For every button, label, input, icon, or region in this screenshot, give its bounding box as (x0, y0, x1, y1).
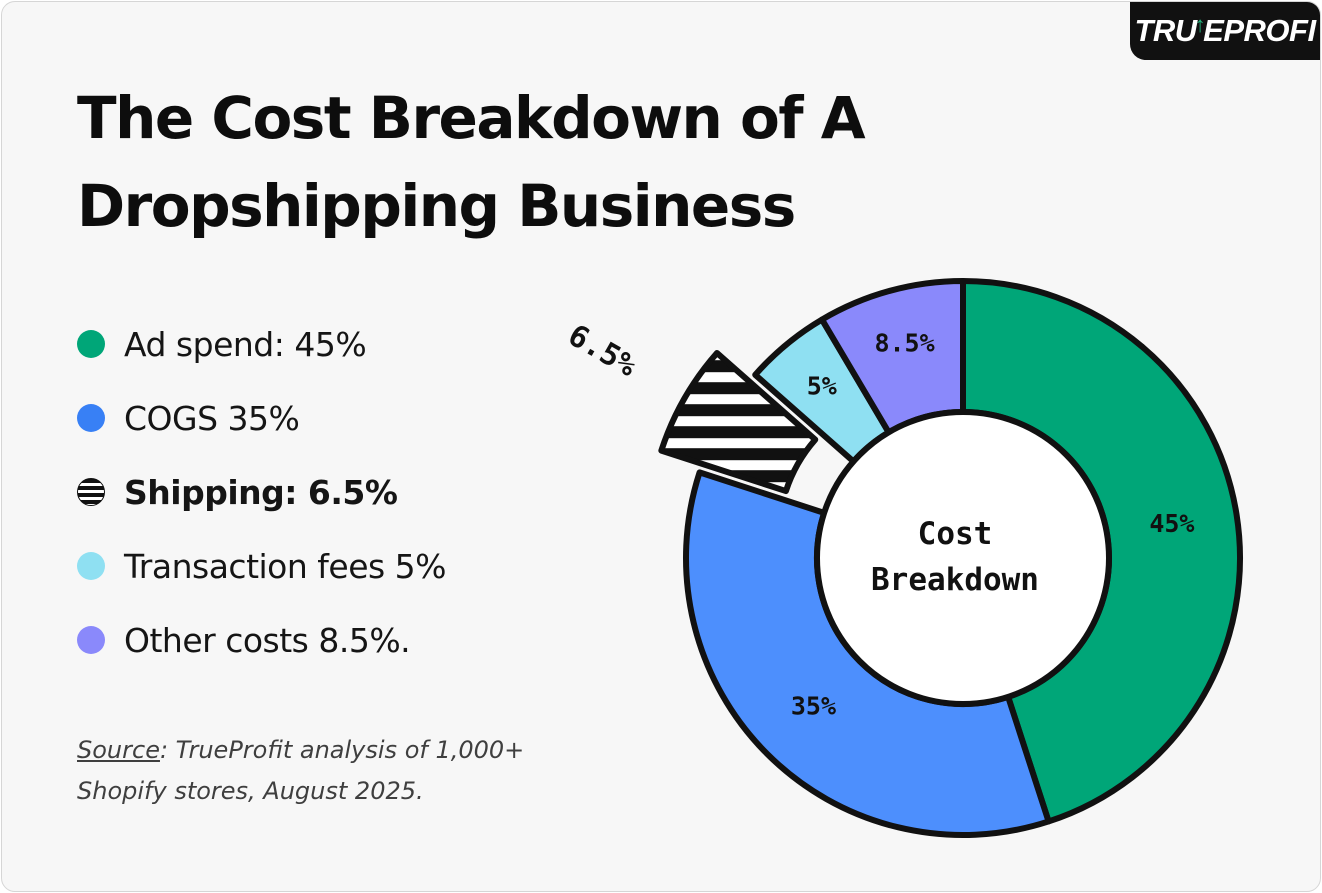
legend-item: Transaction fees 5% (77, 529, 447, 603)
donut-center (814, 409, 1112, 707)
source-text: : TrueProfit analysis of 1,000+ Shopify … (77, 736, 525, 805)
logo-arrow-icon: ↑ (1194, 12, 1206, 37)
slice-label: 5% (807, 371, 837, 400)
legend-label: Transaction fees 5% (124, 546, 447, 586)
logo-text-left: TRU (1134, 13, 1197, 48)
logo-text-right: EPROFI (1203, 13, 1316, 48)
legend-item: Other costs 8.5%. (77, 603, 446, 677)
legend-swatch (77, 330, 105, 358)
center-label-line2: Breakdown (871, 562, 1039, 598)
legend-label: Shipping: 6.5% (124, 472, 398, 512)
legend-item: COGS 35% (77, 381, 446, 455)
center-label-line1: Cost (918, 516, 993, 552)
legend-swatch (77, 404, 105, 432)
legend-item: Shipping: 6.5% (77, 455, 446, 529)
legend-label: Other costs 8.5%. (124, 620, 411, 660)
source-note: Source: TrueProfit analysis of 1,000+ Sh… (77, 730, 617, 812)
legend-swatch (77, 478, 105, 506)
source-label: Source (77, 736, 160, 764)
slice-label: 6.5% (562, 318, 642, 384)
pie-slice-shipping (658, 350, 819, 495)
legend-swatch (77, 626, 105, 654)
page-title: The Cost Breakdown of A Dropshipping Bus… (77, 84, 866, 240)
slice-label: 8.5% (874, 328, 934, 357)
legend-label: COGS 35% (124, 398, 300, 438)
legend-swatch (77, 552, 105, 580)
legend-label: Ad spend: 45% (124, 324, 367, 364)
trueprofit-logo: TRU ↑ EPROFI (1130, 2, 1320, 60)
chart-legend: Ad spend: 45% COGS 35% Shipping: 6.5% Trans… (77, 307, 447, 677)
slice-label: 45% (1149, 509, 1194, 538)
slice-label: 35% (791, 692, 836, 721)
legend-item: Ad spend: 45% (77, 307, 446, 381)
